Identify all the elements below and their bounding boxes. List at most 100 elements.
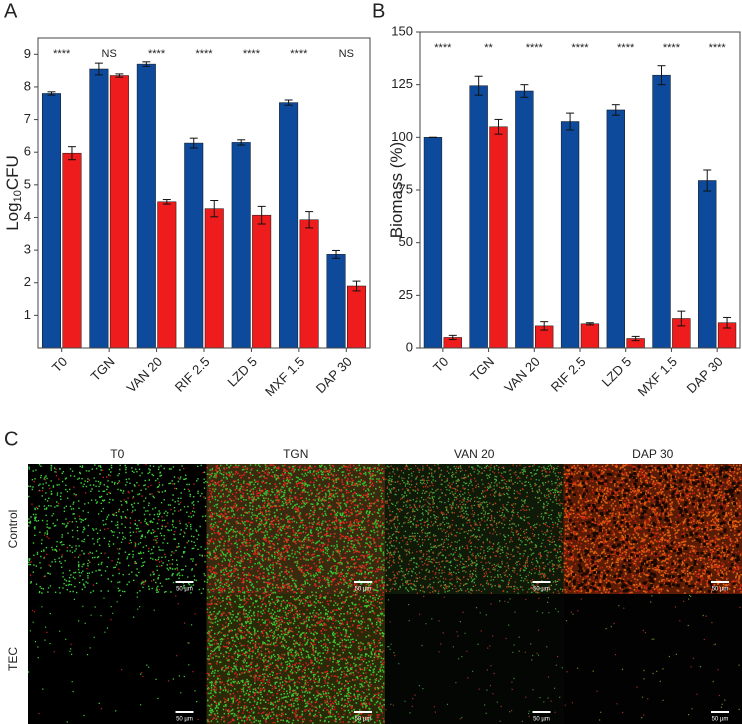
- bar: [157, 201, 177, 349]
- error-bar: [723, 316, 732, 329]
- bar: [326, 254, 346, 349]
- error-bar: [284, 99, 293, 106]
- error-bar: [237, 139, 246, 146]
- error-bar: [47, 91, 56, 96]
- error-bar: [210, 200, 219, 218]
- bar: [279, 102, 299, 349]
- y-tick-label: 4: [24, 209, 31, 224]
- annotation: ****: [53, 48, 71, 60]
- column-header: TGN: [283, 447, 308, 461]
- column-header: T0: [110, 447, 124, 461]
- y-axis-label-text: Log: [3, 202, 22, 230]
- panel-label: C: [4, 428, 18, 450]
- bar: [469, 85, 488, 349]
- cell-dots: [385, 464, 564, 594]
- bar: [109, 75, 129, 349]
- panel-label: B: [372, 0, 385, 22]
- annotation: ****: [290, 48, 308, 60]
- scale-bar-label: 50 µm: [176, 587, 193, 593]
- panel-label: A: [4, 0, 18, 22]
- error-bar: [631, 335, 640, 342]
- cell-dots: [563, 464, 741, 594]
- error-bar: [162, 199, 171, 205]
- y-axis-label: Log10CFU: [3, 155, 23, 231]
- error-bar: [257, 205, 266, 225]
- micrograph: [206, 464, 385, 594]
- scale-bar-label: 50 µm: [712, 587, 729, 593]
- annotation: ****: [617, 42, 635, 54]
- annotation: ****: [663, 42, 681, 54]
- y-tick-label: 9: [24, 46, 31, 61]
- error-bar: [448, 334, 457, 341]
- micrograph: [28, 594, 207, 724]
- error-bar: [540, 321, 549, 331]
- error-bar: [189, 137, 198, 149]
- error-bar: [332, 249, 341, 259]
- row-label: TEC: [6, 647, 20, 671]
- annotation: **: [484, 42, 493, 54]
- y-axis-label-sub: 10: [12, 190, 24, 202]
- annotation: ****: [709, 42, 727, 54]
- error-bar: [585, 322, 594, 326]
- plot-frame: [419, 31, 741, 349]
- cell-dots: [563, 464, 742, 594]
- error-bar: [305, 211, 314, 229]
- annotation: ****: [195, 48, 213, 60]
- y-axis-label: Biomass (%): [387, 142, 406, 238]
- bar: [606, 109, 625, 349]
- bar: [62, 152, 82, 349]
- bar: [89, 68, 109, 349]
- bar: [231, 142, 251, 349]
- y-tick-label: 5: [24, 176, 31, 191]
- annotation: ****: [526, 42, 544, 54]
- annotation: ****: [243, 48, 261, 60]
- bar: [423, 137, 443, 349]
- cell-dots: [206, 464, 385, 594]
- cell-dots: [564, 464, 742, 594]
- scale-bar-label: 50 µm: [533, 587, 550, 593]
- y-tick-label: 75: [399, 181, 413, 196]
- bar: [515, 90, 534, 349]
- scale-bar-label: 50 µm: [355, 587, 372, 593]
- micrograph: [563, 594, 742, 724]
- bar: [184, 142, 204, 349]
- y-tick-label: 8: [24, 78, 31, 93]
- y-axis-label-text: Biomass (%): [387, 142, 406, 238]
- error-bar: [566, 112, 575, 131]
- error-bar: [657, 65, 666, 86]
- bar: [580, 323, 600, 349]
- y-axis-label-tail: CFU: [3, 155, 22, 190]
- micrograph: [385, 594, 564, 724]
- y-tick-label: 25: [399, 287, 413, 302]
- bar: [41, 93, 61, 349]
- error-bar: [520, 84, 529, 98]
- y-tick-label: 6: [24, 144, 31, 159]
- error-bar: [494, 118, 503, 135]
- error-bar: [94, 62, 103, 76]
- error-bar: [703, 169, 712, 192]
- error-bar: [67, 146, 76, 161]
- annotation: ****: [148, 48, 166, 60]
- bar: [560, 121, 580, 349]
- y-tick-label: 2: [24, 274, 31, 289]
- y-tick-label: 125: [391, 76, 413, 91]
- row-label: Control: [6, 510, 20, 549]
- y-tick-label: 100: [391, 129, 413, 144]
- y-tick-label: 7: [24, 111, 31, 126]
- y-tick-label: 3: [24, 242, 31, 257]
- error-bar: [352, 280, 361, 292]
- annotation: NS: [339, 48, 354, 60]
- scale-bar-label: 50 µm: [712, 717, 729, 723]
- annotation: ****: [571, 42, 589, 54]
- column-header: DAP 30: [632, 447, 673, 461]
- scale-bar-label: 50 µm: [533, 717, 550, 723]
- error-bar: [474, 75, 483, 96]
- error-bar: [677, 310, 686, 327]
- cell-dots: [385, 464, 564, 594]
- scale-bar-label: 50 µm: [176, 717, 193, 723]
- y-tick-label: 50: [399, 234, 413, 249]
- bar: [652, 74, 671, 349]
- bar: [698, 180, 717, 349]
- y-tick-label: 1: [24, 307, 31, 322]
